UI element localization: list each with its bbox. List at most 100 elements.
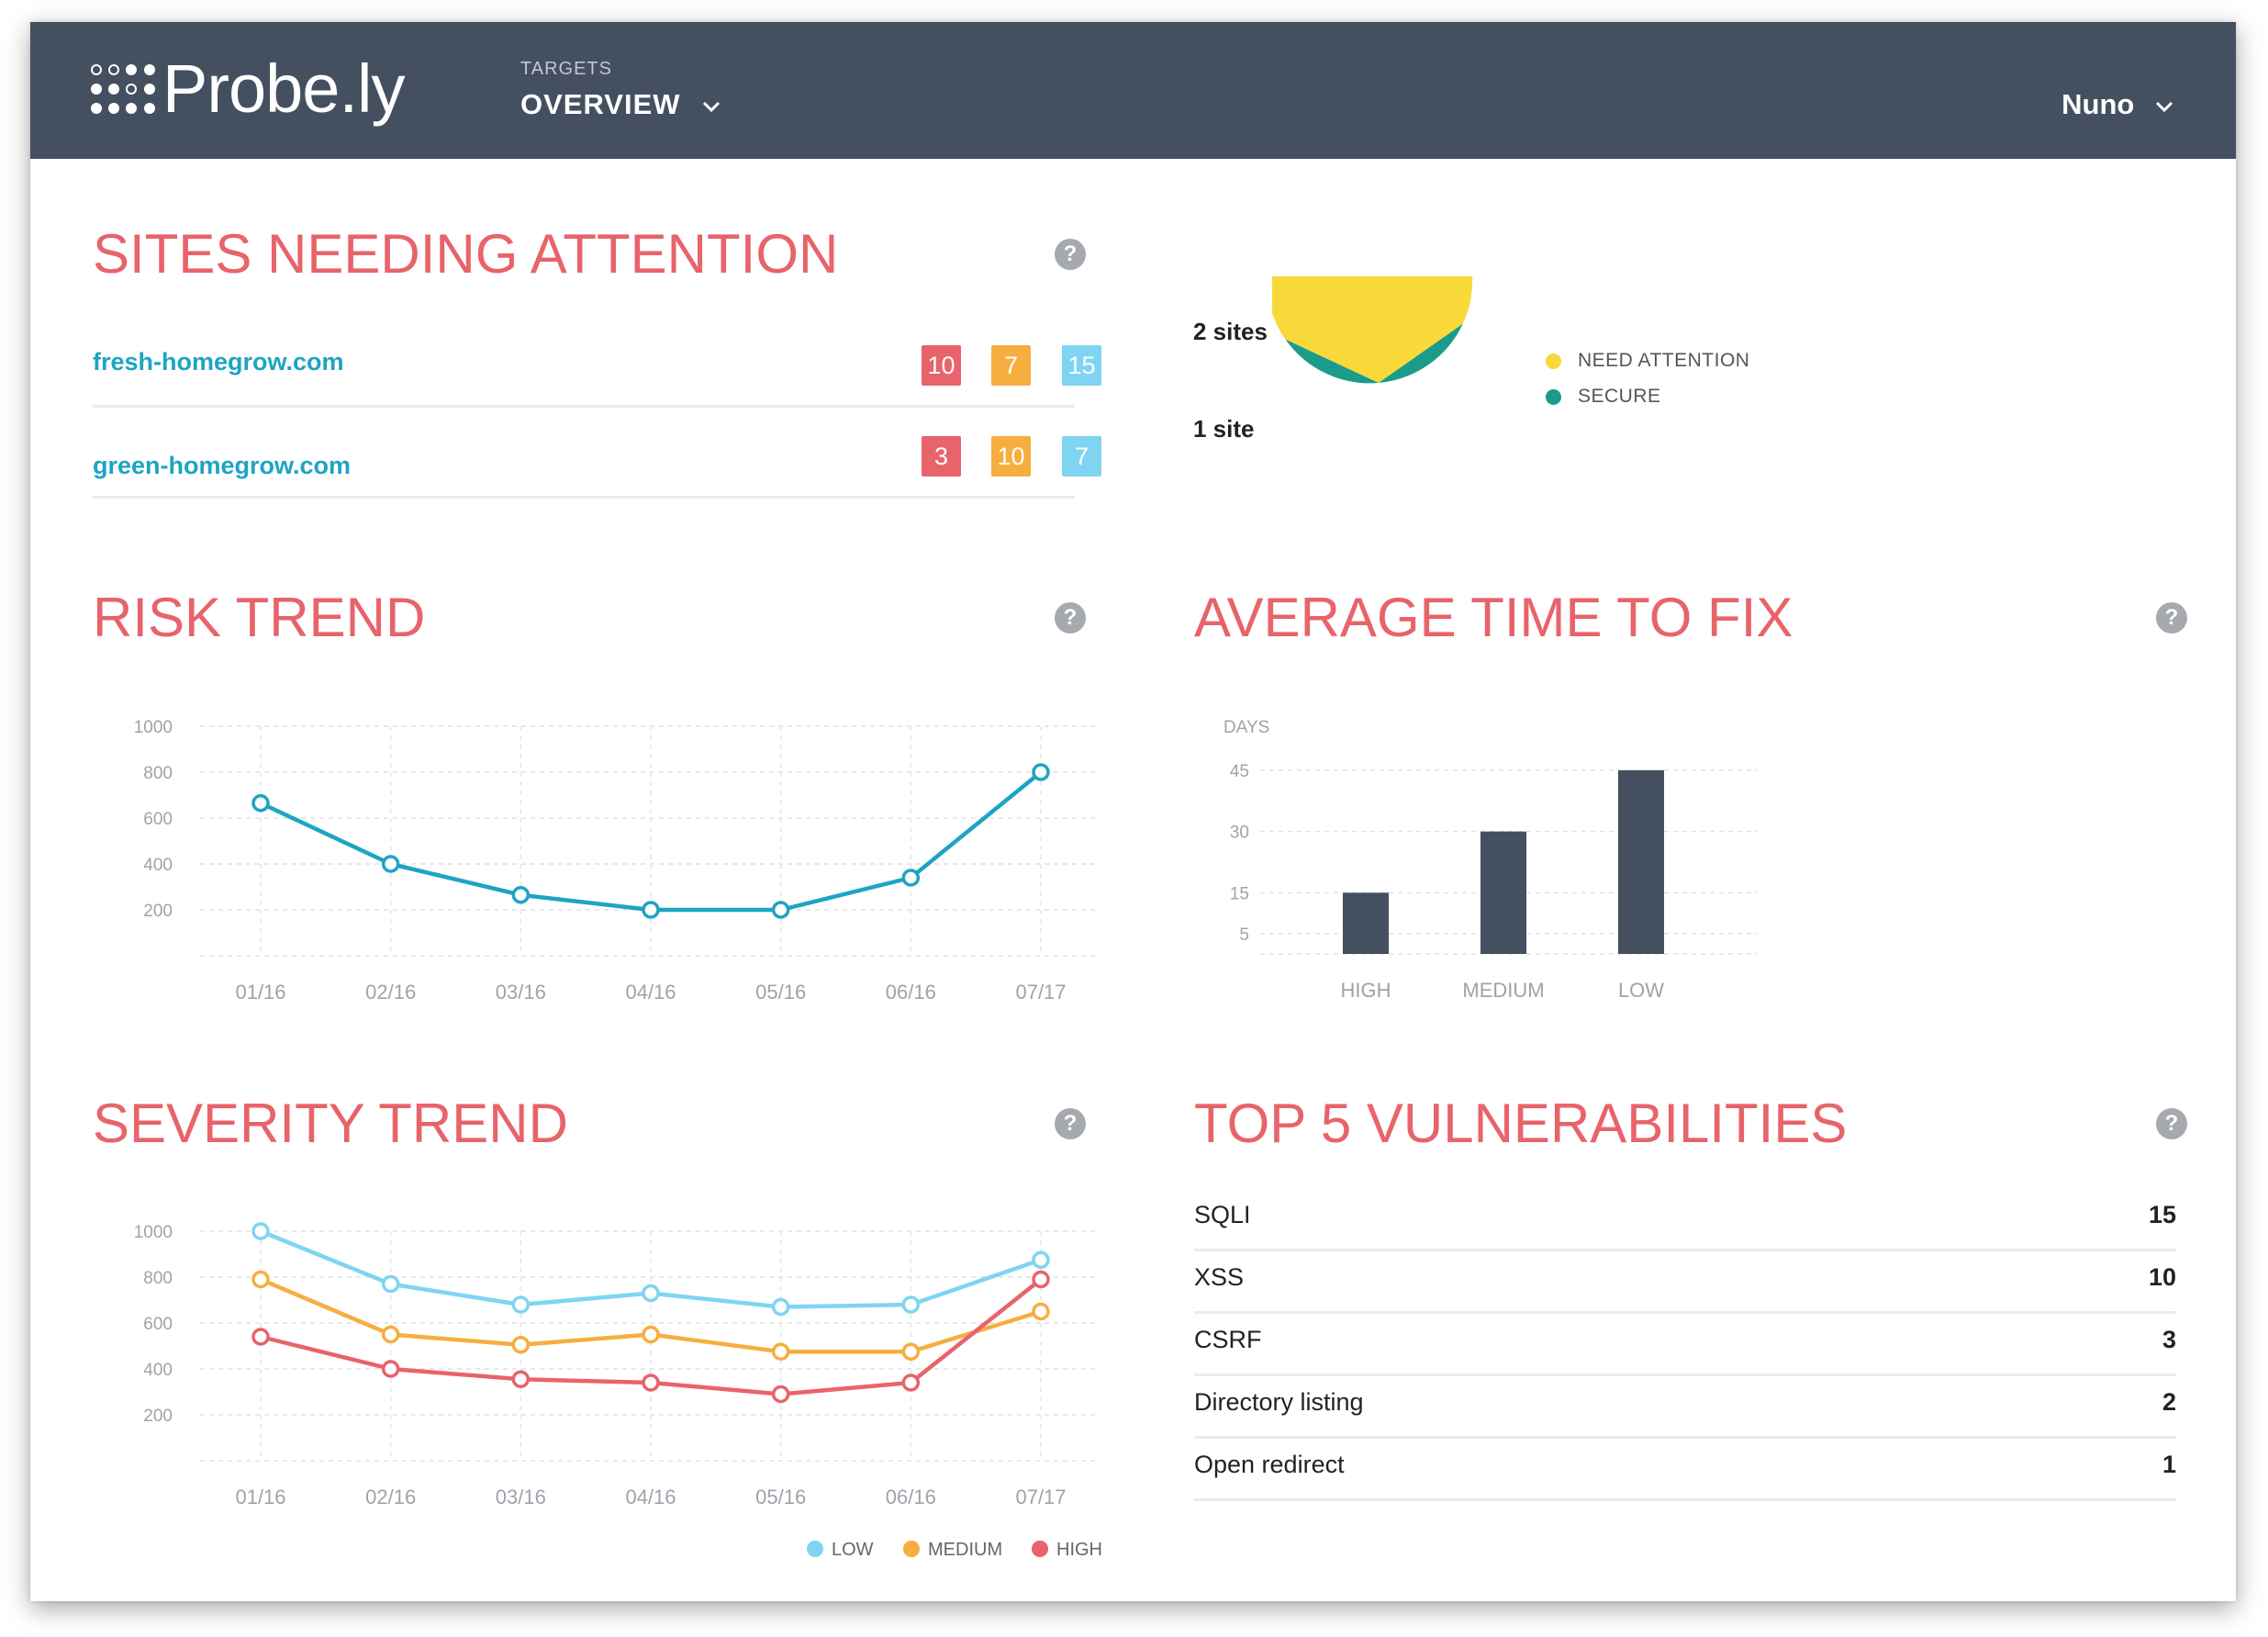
y-tick-label: 200: [143, 902, 173, 921]
data-point: [901, 1295, 921, 1314]
x-tick-label: 07/17: [1015, 981, 1066, 1004]
severity-trend-chart: 200 400 600 800 1000 01/16 02/16 03/16 04/16 05/1…: [134, 1222, 1102, 1560]
data-point: [771, 901, 790, 919]
dashboard-window: Probe.ly TARGETS OVERVIEW Nuno SITES NEE…: [30, 22, 2236, 1601]
legend-dot: [1546, 353, 1561, 369]
vulnerability-name: SQLI: [1194, 1201, 1251, 1228]
site-row: green-homegrow.com 3 10 7: [93, 406, 1101, 499]
vulnerability-name: Open redirect: [1194, 1451, 1345, 1478]
data-point: [381, 1274, 400, 1294]
data-point: [511, 1295, 531, 1314]
legend-secure: SECURE: [1546, 386, 1661, 408]
help-icon[interactable]: ?: [1055, 1108, 1086, 1139]
data-point: [642, 1325, 660, 1344]
y-tick-label: 5: [1239, 925, 1249, 945]
x-tick-label: LOW: [1618, 979, 1664, 1002]
bar: [1618, 770, 1664, 954]
medium-count-badge: 10: [991, 436, 1031, 477]
y-axis-label: DAYS: [1223, 718, 1269, 737]
vulnerability-name: Directory listing: [1194, 1388, 1364, 1416]
data-point: [381, 1325, 400, 1344]
low-count-badge: 7: [1062, 436, 1101, 477]
vulnerability-name: CSRF: [1194, 1326, 1262, 1353]
y-tick-label: 30: [1230, 824, 1249, 843]
top-navbar: Probe.ly TARGETS OVERVIEW Nuno: [30, 22, 2236, 159]
data-point: [901, 1374, 921, 1392]
x-tick-label: 02/16: [365, 1486, 416, 1508]
data-point: [771, 1385, 790, 1404]
y-tick-label: 400: [143, 1361, 173, 1380]
data-point: [511, 1336, 531, 1354]
site-link[interactable]: green-homegrow.com: [93, 452, 352, 479]
x-tick-label: 03/16: [496, 981, 546, 1004]
y-tick-label: 800: [143, 1269, 173, 1288]
vulnerability-row[interactable]: CSRF 3: [1194, 1311, 2176, 1376]
y-tick-label: 1000: [134, 1223, 173, 1242]
data-point: [771, 1297, 790, 1317]
vulnerability-count: 1: [2162, 1451, 2176, 1478]
data-point: [511, 886, 531, 904]
x-tick-label: 07/17: [1015, 1486, 1066, 1508]
sites-needing-attention-title: SITES NEEDING ATTENTION: [93, 223, 839, 285]
y-tick-label: 15: [1230, 884, 1249, 903]
x-tick-label: 06/16: [886, 981, 936, 1004]
data-point: [251, 1328, 270, 1346]
vulnerability-count: 3: [2162, 1326, 2176, 1353]
data-point: [901, 869, 921, 887]
top-5-vulnerabilities-title: TOP 5 VULNERABILITIES: [1194, 1093, 1848, 1154]
high-count-badge: 10: [922, 345, 961, 386]
legend-dot: [903, 1541, 920, 1557]
help-icon[interactable]: ?: [1055, 239, 1086, 270]
user-menu[interactable]: Nuno: [2061, 88, 2173, 121]
y-tick-label: 400: [143, 856, 173, 875]
pie-slice: [1272, 276, 1473, 383]
y-tick-label: 600: [143, 810, 173, 829]
legend-label: SECURE: [1578, 386, 1661, 407]
data-point: [1032, 1250, 1050, 1269]
legend-dot: [807, 1541, 823, 1557]
data-point: [381, 1360, 400, 1378]
data-point: [251, 1222, 270, 1240]
app-logo[interactable]: Probe.ly: [162, 50, 405, 127]
low-count-badge: 15: [1062, 345, 1101, 386]
y-tick-label: 800: [143, 764, 173, 783]
legend-label: HIGH: [1056, 1540, 1102, 1560]
risk-trend-chart: 200 400 600 800 1000 01/16 02/16 03/16 04/16 05/1…: [134, 718, 1100, 1004]
chevron-down-icon: [703, 101, 721, 112]
data-point: [511, 1370, 531, 1388]
legend-label: MEDIUM: [928, 1540, 1002, 1560]
data-point: [642, 1374, 660, 1392]
data-point: [251, 794, 270, 813]
site-link[interactable]: fresh-homegrow.com: [93, 348, 344, 376]
vulnerability-row[interactable]: Open redirect 1: [1194, 1436, 2176, 1501]
severity-trend-title: SEVERITY TREND: [93, 1093, 568, 1154]
vulnerability-row[interactable]: Directory listing 2: [1194, 1374, 2176, 1439]
legend-label: NEED ATTENTION: [1578, 350, 1750, 371]
x-tick-label: 05/16: [755, 981, 806, 1004]
chevron-down-icon: [2155, 101, 2173, 112]
data-point: [251, 1270, 270, 1289]
x-tick-label: HIGH: [1341, 979, 1391, 1002]
help-icon[interactable]: ?: [1055, 602, 1086, 633]
data-point: [642, 1284, 660, 1303]
y-tick-label: 600: [143, 1315, 173, 1334]
pie-label-attention: 2 sites: [1193, 318, 1268, 345]
bar: [1480, 831, 1526, 954]
vulnerability-count: 2: [2162, 1388, 2176, 1416]
y-tick-label: 1000: [134, 718, 173, 737]
vulnerability-row[interactable]: SQLI 15: [1194, 1186, 2176, 1251]
data-point: [1032, 1302, 1050, 1321]
bar: [1343, 892, 1389, 954]
data-point: [1032, 1270, 1050, 1289]
help-icon[interactable]: ?: [2156, 1108, 2187, 1139]
overview-dropdown[interactable]: OVERVIEW: [520, 88, 721, 121]
data-point: [771, 1342, 790, 1361]
legend-label: LOW: [832, 1540, 874, 1560]
legend-dot: [1546, 388, 1561, 405]
help-icon[interactable]: ?: [2156, 602, 2187, 633]
vulnerability-row[interactable]: XSS 10: [1194, 1249, 2176, 1314]
overview-dropdown-label: OVERVIEW: [520, 88, 681, 120]
legend-need-attention: NEED ATTENTION: [1546, 350, 1749, 372]
x-tick-label: 05/16: [755, 1486, 806, 1508]
x-tick-label: 04/16: [625, 1486, 676, 1508]
